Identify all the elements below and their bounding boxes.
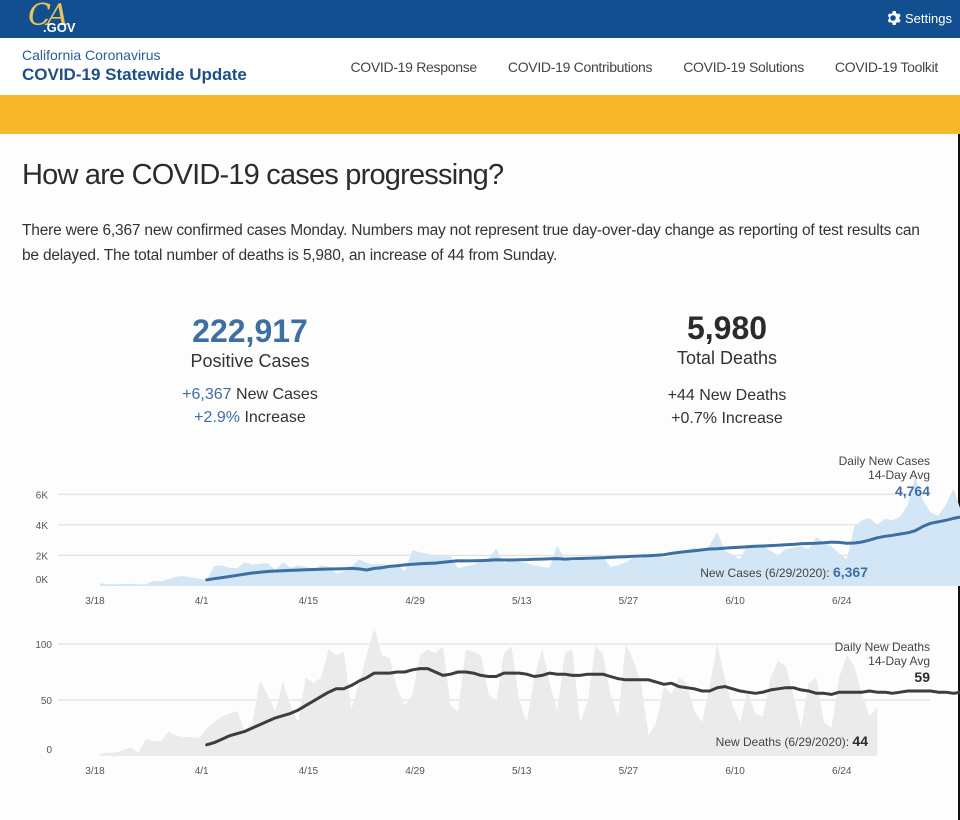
- x-tick-label: 3/18: [85, 766, 105, 777]
- x-tick-label: 5/13: [512, 766, 532, 777]
- latest-annotation: New Deaths (6/29/2020): 44: [716, 733, 869, 749]
- x-tick-label: 4/1: [195, 766, 209, 777]
- y-tick-label: 0K: [36, 575, 49, 586]
- avg-legend-subtitle: 14-Day Avg: [868, 654, 930, 668]
- y-tick-label: 6K: [36, 490, 49, 501]
- site-header: California Coronavirus COVID-19 Statewid…: [0, 38, 960, 95]
- avg-value: 59: [914, 669, 930, 685]
- window-edge: [958, 134, 960, 820]
- ca-gov-logo[interactable]: CA .GOV: [26, 0, 86, 36]
- positive-cases-stat: 222,917 Positive Cases +6,367 New Cases …: [120, 313, 380, 429]
- y-tick-label: 50: [41, 696, 53, 707]
- x-tick-label: 6/10: [725, 596, 745, 607]
- nav-covid-solutions[interactable]: COVID-19 Solutions: [683, 59, 804, 75]
- settings-label: Settings: [905, 10, 952, 26]
- avg-line: [205, 667, 960, 747]
- deaths-pct-value: +0.7%: [671, 410, 717, 427]
- y-tick-label: 2K: [36, 551, 49, 562]
- daily-area: [100, 627, 878, 756]
- intro-paragraph: There were 6,367 new confirmed cases Mon…: [22, 222, 920, 264]
- new-cases-label: New Cases: [236, 386, 318, 403]
- main-nav: COVID-19 Response COVID-19 Contributions…: [350, 59, 938, 75]
- positive-cases-label: Positive Cases: [190, 351, 310, 371]
- top-bar: CA .GOV Settings: [0, 0, 960, 38]
- new-deaths-value: +44: [667, 387, 695, 404]
- x-tick-label: 6/24: [832, 766, 852, 777]
- logo-ca-mark: CA: [28, 0, 69, 33]
- cases-pct-value: +2.9%: [194, 409, 240, 426]
- y-tick-label: 4K: [36, 521, 49, 532]
- cases-chart[interactable]: 0K 2K 4K 6K 3/18 4/1 4/15 4/29 5/13 5/27 6/10 6/24 D…: [0, 450, 960, 610]
- nav-covid-contributions[interactable]: COVID-19 Contributions: [507, 59, 653, 75]
- x-tick-label: 4/15: [299, 766, 319, 777]
- x-tick-label: 4/1: [195, 596, 209, 607]
- alert-banner: [0, 95, 960, 134]
- gear-icon: [887, 11, 901, 25]
- deaths-chart[interactable]: 0 50 100 3/18 4/1 4/15 4/29 5/13 5/27 6/10 6/24 Dai…: [0, 620, 960, 790]
- x-tick-label: 4/29: [405, 766, 425, 777]
- x-tick-label: 6/24: [832, 596, 852, 607]
- latest-label: New Cases (6/29/2020):: [700, 566, 833, 580]
- avg-legend-title: Daily New Deaths: [835, 640, 930, 654]
- latest-label: New Deaths (6/29/2020):: [716, 735, 853, 749]
- x-tick-label: 6/10: [725, 766, 745, 777]
- settings-button[interactable]: Settings: [886, 10, 952, 26]
- total-deaths-total: 5,980: [686, 310, 768, 346]
- latest-annotation: New Cases (6/29/2020): 6,367: [700, 564, 868, 580]
- avg-line: [205, 515, 960, 582]
- site-subtitle[interactable]: California Coronavirus: [22, 47, 161, 63]
- x-tick-label: 5/13: [512, 596, 532, 607]
- total-deaths-stat: 5,980 Total Deaths +44 New Deaths +0.7% …: [597, 310, 857, 430]
- logo-gov-text: .GOV: [43, 20, 76, 35]
- nav-covid-response[interactable]: COVID-19 Response: [350, 59, 477, 75]
- avg-legend-subtitle: 14-Day Avg: [868, 468, 930, 482]
- new-cases-value: +6,367: [182, 386, 232, 403]
- deaths-pct-label: Increase: [721, 410, 783, 427]
- x-tick-label: 5/27: [619, 596, 639, 607]
- page-heading: How are COVID-19 cases progressing?: [22, 159, 504, 191]
- avg-value: 4,764: [895, 483, 930, 499]
- total-deaths-label: Total Deaths: [676, 348, 778, 368]
- x-tick-label: 4/15: [299, 596, 319, 607]
- x-tick-label: 5/27: [619, 766, 639, 777]
- x-tick-label: 3/18: [85, 596, 105, 607]
- latest-value: 6,367: [833, 564, 868, 580]
- avg-legend-title: Daily New Cases: [839, 454, 930, 468]
- y-tick-label: 0: [46, 745, 52, 756]
- cases-pct-label: Increase: [244, 409, 306, 426]
- nav-covid-toolkit[interactable]: COVID-19 Toolkit: [834, 59, 938, 75]
- positive-cases-total: 222,917: [192, 313, 308, 349]
- x-tick-label: 4/29: [405, 596, 425, 607]
- daily-area: [100, 476, 960, 586]
- new-deaths-label: New Deaths: [699, 387, 787, 404]
- latest-value: 44: [852, 733, 868, 749]
- y-tick-label: 100: [35, 640, 52, 651]
- site-title[interactable]: COVID-19 Statewide Update: [22, 65, 247, 84]
